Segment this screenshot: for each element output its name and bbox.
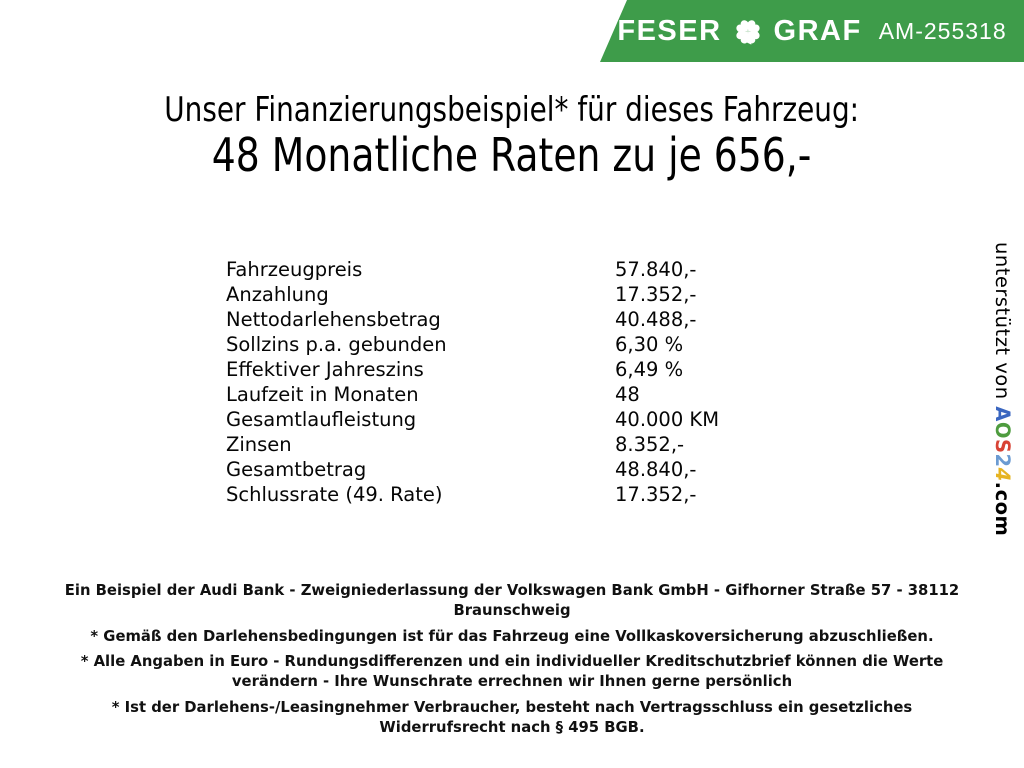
support-credit-suffix: .com <box>991 481 1014 537</box>
aos24-logo: AOS24 <box>991 406 1014 481</box>
aos24-logo-letter: A <box>991 406 1014 422</box>
headline-subtitle: Unser Finanzierungsbeispiel* für dieses … <box>164 90 860 130</box>
footnote-paragraph: * Alle Angaben in Euro - Rundungsdiffere… <box>80 653 944 691</box>
finance-row-value: 17.352,- <box>615 283 697 306</box>
finance-row-value: 40.000 KM <box>615 408 720 431</box>
finance-row-value: 40.488,- <box>615 308 697 331</box>
legal-footnotes: Ein Beispiel der Audi Bank - Zweignieder… <box>60 581 964 744</box>
finance-row-label: Sollzins p.a. gebunden <box>226 333 447 356</box>
finance-row-value: 6,30 % <box>615 333 684 356</box>
four-leaf-clover-icon <box>731 14 765 48</box>
dealer-brand-right: GRAF <box>773 14 862 47</box>
support-credit-prefix: unterstützt von <box>991 242 1014 407</box>
finance-row-label: Gesamtlaufleistung <box>226 408 417 431</box>
footnote-paragraph: Ein Beispiel der Audi Bank - Zweignieder… <box>64 582 960 619</box>
finance-row-label: Laufzeit in Monaten <box>226 383 419 406</box>
footnote-paragraph: * Gemäß den Darlehensbedingungen ist für… <box>90 627 934 645</box>
finance-row-value: 48 <box>615 383 640 406</box>
footnote-paragraph: * Ist der Darlehens-/Leasingnehmer Verbr… <box>111 699 913 736</box>
finance-row-value: 48.840,- <box>615 458 697 481</box>
aos24-logo-letter: 2 <box>991 453 1014 468</box>
finance-row-value: 6,49 % <box>615 358 684 381</box>
headline-rate: 48 Monatliche Raten zu je 656,- <box>212 128 812 183</box>
finance-row-label: Gesamtbetrag <box>226 458 367 481</box>
vehicle-code: AM-255318 <box>878 17 1007 44</box>
aos24-logo-letter: S <box>991 438 1014 454</box>
finance-row-value: 8.352,- <box>615 433 685 456</box>
support-credit: unterstützt von AOS24.com <box>991 242 1014 536</box>
finance-row-label: Fahrzeugpreis <box>226 258 363 281</box>
aos24-logo-letter: O <box>991 421 1014 439</box>
finance-row-label: Anzahlung <box>226 283 329 306</box>
finance-row-label: Effektiver Jahreszins <box>226 358 424 381</box>
finance-row-label: Schlussrate (49. Rate) <box>226 483 443 506</box>
aos24-logo-letter: 4 <box>991 467 1014 482</box>
financing-table: Fahrzeugpreis 57.840,- Anzahlung 17.352,- Ne… <box>226 257 719 507</box>
finance-row-label: Zinsen <box>226 433 292 456</box>
finance-row-label: Nettodarlehensbetrag <box>226 308 441 331</box>
finance-row-value: 17.352,- <box>615 483 697 506</box>
finance-row-value: 57.840,- <box>615 258 697 281</box>
headline-block: Unser Finanzierungsbeispiel* für dieses … <box>0 90 1024 183</box>
dealer-brand-left: FESER <box>617 14 722 47</box>
dealer-banner: FESER GRAF AM-255318 <box>600 0 1024 62</box>
